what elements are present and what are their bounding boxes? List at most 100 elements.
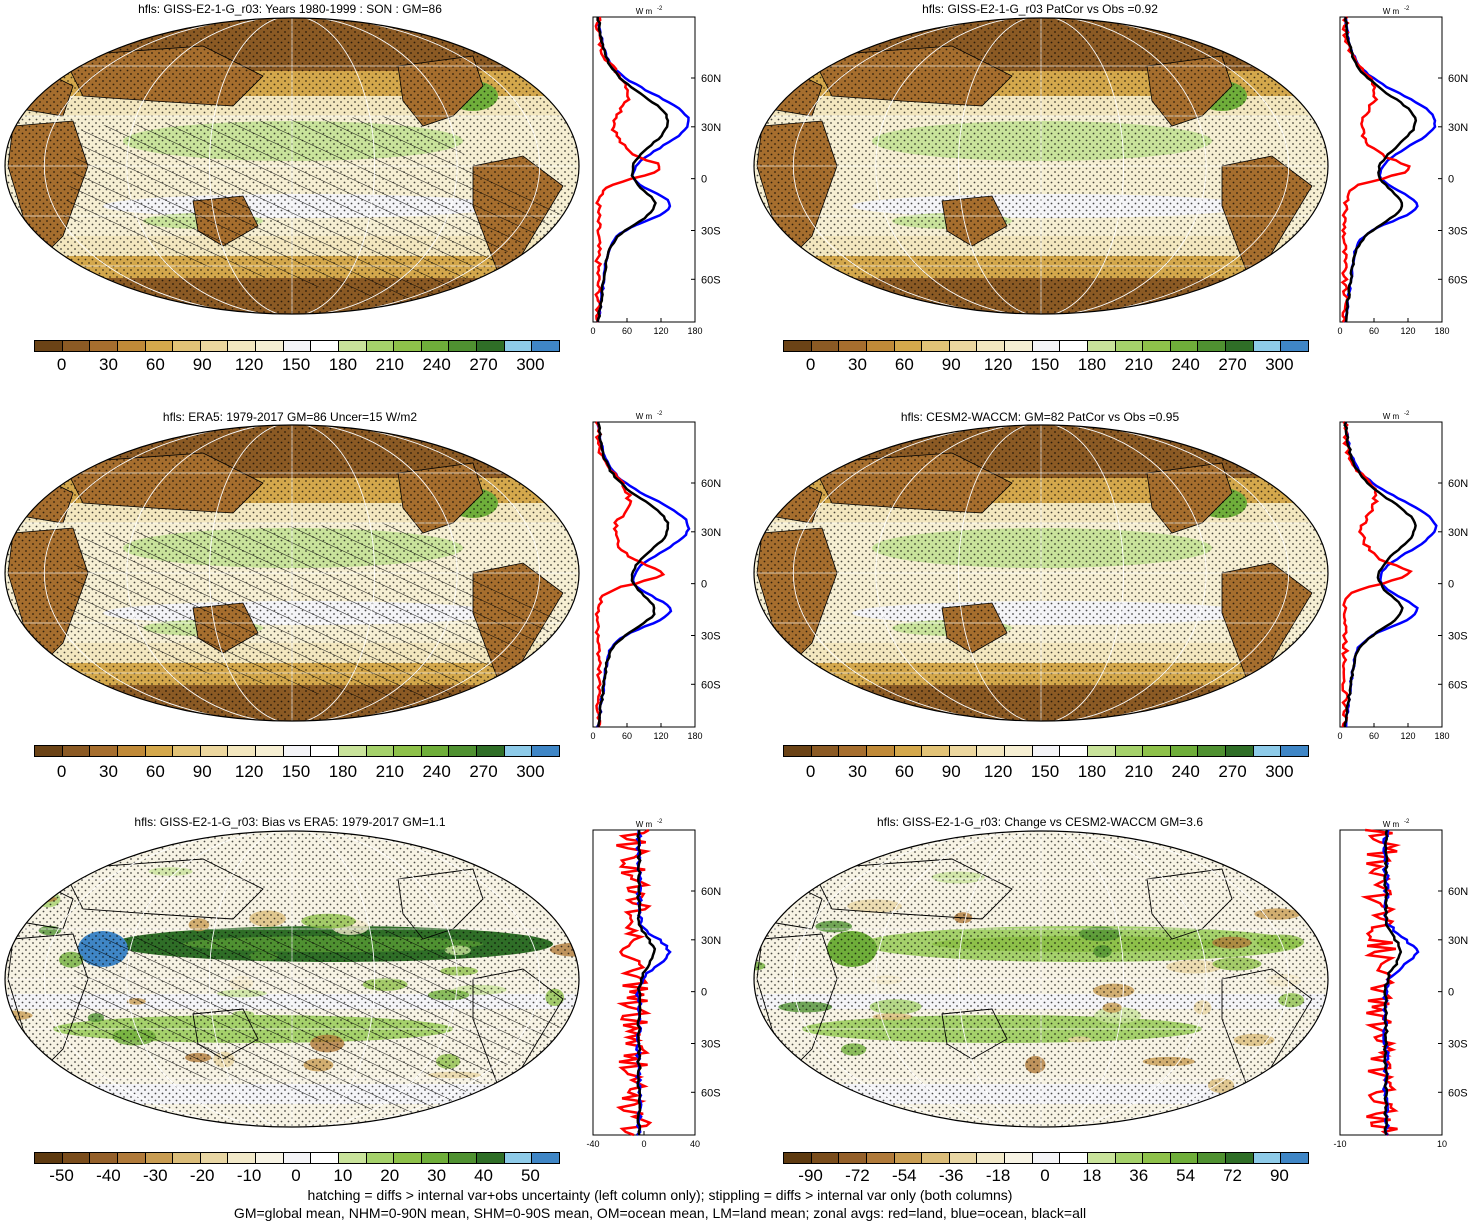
colorbar-swatch	[366, 1153, 395, 1163]
zonal-lat-label: 60N	[1448, 886, 1468, 898]
zonal-profile-line	[636, 829, 657, 1136]
colorbar-tick-label: 10	[333, 1166, 353, 1185]
colorbar-swatch	[117, 341, 146, 351]
colorbar-swatch	[62, 341, 91, 351]
colorbar-tick-label: 90	[192, 762, 212, 781]
zonal-xtick-label: 60	[1369, 326, 1379, 336]
zonal-lat-label: 30S	[1448, 226, 1468, 238]
zonal-profile-line	[594, 16, 661, 323]
zonal-profile-line	[1340, 16, 1411, 323]
zonal-lat-label: 60S	[1448, 274, 1468, 286]
colorbar-swatch	[1115, 746, 1144, 756]
zonal-profile-line	[596, 16, 670, 323]
colorbar-tick-label: -50	[49, 1166, 74, 1185]
colorbar-tick-label: 300	[1265, 355, 1294, 374]
colorbar-tick-label: 120	[983, 355, 1013, 374]
colorbar-swatch	[173, 746, 201, 756]
zonal-unit-exponent: -2	[657, 819, 663, 825]
colorbar-tick-label: 120	[234, 355, 264, 374]
colorbar-swatch	[811, 746, 840, 756]
zonal-unit-exponent: -2	[1404, 6, 1410, 12]
colorbar-swatch	[311, 746, 339, 756]
panel-3-colorbar-labels: 0 30 60 90 120 150 180 210 240 270 300	[34, 762, 558, 782]
colorbar-tick-label: 50	[520, 1166, 540, 1185]
zonal-xtick-label: 180	[687, 731, 702, 741]
panel-6-title: hfls: GISS-E2-1-G_r03: Change vs CESM2-W…	[877, 815, 1203, 829]
colorbar-tick-label: 60	[894, 762, 914, 781]
colorbar-tick-label: -36	[938, 1166, 964, 1185]
colorbar-swatch	[949, 746, 978, 756]
colorbar-swatch	[394, 341, 422, 351]
colorbar-swatch	[922, 341, 950, 351]
zonal-lat-label: 60S	[1448, 1087, 1468, 1099]
zonal-lat-label: 0	[1448, 987, 1454, 999]
zonal-xtick-label: 60	[622, 731, 632, 741]
colorbar-tick-label: 300	[516, 355, 545, 374]
colorbar-swatch	[1032, 746, 1061, 756]
colorbar-swatch	[977, 341, 1005, 351]
colorbar-swatch	[1060, 1153, 1088, 1163]
zonal-unit-label: W m	[636, 820, 653, 829]
zonal-lat-label: 30N	[701, 527, 721, 539]
colorbar-swatch	[532, 341, 559, 351]
colorbar-tick-label: 90	[941, 355, 961, 374]
zonal-profile-canvas: W m -2 60N 30N 0 30S 60S 0 60 120 180	[590, 411, 721, 741]
map-canvas	[4, 424, 580, 722]
colorbar-swatch	[504, 341, 533, 351]
colorbar-swatch	[922, 746, 950, 756]
colorbar-swatch	[449, 1153, 477, 1163]
colorbar-tick-label: 240	[1171, 355, 1200, 374]
panel-3-map	[3, 423, 581, 723]
colorbar-tick-label: 270	[469, 355, 498, 374]
colorbar-swatch	[784, 341, 812, 351]
zonal-xtick-label: -10	[1333, 1139, 1346, 1149]
zonal-lat-label: 30N	[1448, 122, 1468, 134]
colorbar-swatch	[1198, 341, 1226, 351]
colorbar-swatch	[784, 746, 812, 756]
colorbar-tick-label: 30	[98, 762, 118, 781]
zonal-unit-label: W m	[636, 7, 653, 16]
panel-1-map	[3, 16, 581, 316]
colorbar-swatch	[90, 746, 118, 756]
colorbar-swatch	[1005, 1153, 1033, 1163]
colorbar-swatch	[35, 1153, 63, 1163]
colorbar-tick-label: 240	[422, 762, 451, 781]
colorbar-swatch	[283, 341, 312, 351]
colorbar-swatch	[256, 341, 284, 351]
colorbar-swatch	[145, 341, 174, 351]
colorbar-tick-label: -18	[985, 1166, 1011, 1185]
colorbar-swatch	[200, 746, 229, 756]
zonal-profile-line	[1360, 828, 1402, 1137]
zonal-unit-label: W m	[1383, 820, 1400, 829]
colorbar-swatch	[35, 746, 63, 756]
zonal-unit-exponent: -2	[657, 6, 663, 12]
map-canvas	[753, 17, 1329, 315]
colorbar-tick-label: 210	[375, 762, 404, 781]
colorbar-tick-label: 300	[516, 762, 545, 781]
panel-2-title: hfls: GISS-E2-1-G_r03 PatCor vs Obs =0.9…	[922, 2, 1158, 16]
panel-3-zonal-profile: W m -2 60N 30N 0 30S 60S 0 60 120 180	[585, 410, 745, 760]
colorbar-swatch	[1060, 341, 1088, 351]
colorbar-swatch	[449, 746, 477, 756]
zonal-xtick-label: 0	[590, 731, 595, 741]
colorbar-swatch	[894, 341, 923, 351]
colorbar-swatch	[338, 341, 367, 351]
zonal-xtick-label: 120	[653, 326, 668, 336]
zonal-lat-label: 60S	[701, 1087, 721, 1099]
zonal-unit-label: W m	[636, 412, 653, 421]
colorbar-swatch	[173, 1153, 201, 1163]
colorbar-swatch	[977, 746, 1005, 756]
colorbar-tick-label: 30	[847, 762, 867, 781]
colorbar-swatch	[421, 341, 450, 351]
zonal-lat-label: 60N	[1448, 478, 1468, 490]
colorbar-swatch	[200, 1153, 229, 1163]
footnote-line-2: GM=global mean, NHM=0-90N mean, SHM=0-90…	[233, 1205, 1087, 1221]
colorbar-tick-label: 150	[281, 762, 311, 781]
colorbar-swatch	[1226, 746, 1254, 756]
zonal-xtick-label: 60	[622, 326, 632, 336]
colorbar-tick-label: 210	[1124, 762, 1153, 781]
colorbar-swatch	[1253, 341, 1282, 351]
panel-1-colorbar-labels: 0 30 60 90 120 150 180 210 240 270 300	[34, 355, 558, 375]
zonal-xtick-label: 0	[590, 326, 595, 336]
panel-2-colorbar	[783, 340, 1309, 352]
